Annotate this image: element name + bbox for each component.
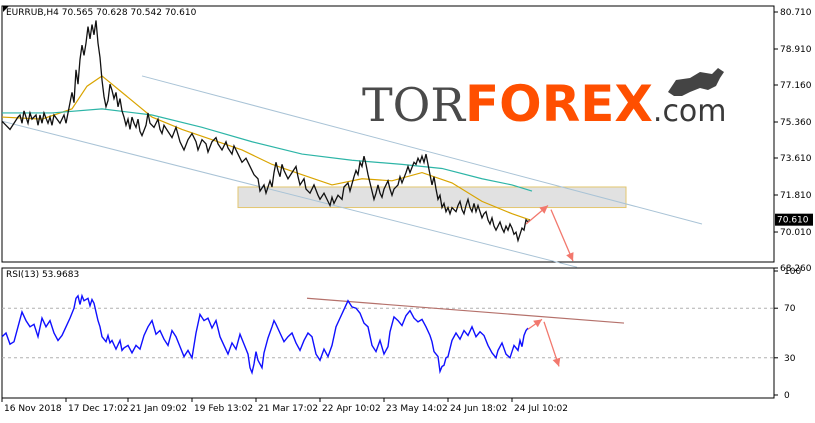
watermark-domain: .com (653, 94, 727, 129)
x-tick-label: 24 Jun 18:02 (450, 404, 507, 414)
bull-icon (668, 68, 724, 96)
x-tick-label: 17 Dec 17:02 (68, 404, 129, 414)
rsi-arrow-head (533, 319, 542, 328)
x-tick-label: 22 Apr 10:02 (322, 404, 381, 414)
watermark-suffix: FOREX (465, 75, 653, 133)
price-arrow-head (566, 252, 574, 262)
x-tick-label: 23 May 14:02 (386, 404, 448, 414)
price-ytick-label: 68.260 (780, 264, 812, 274)
rsi-ytick-label: 70 (784, 304, 796, 314)
x-tick-label: 16 Nov 2018 (4, 404, 62, 414)
rsi-ytick-label: 30 (784, 354, 796, 364)
moving-average-line (2, 108, 533, 192)
rsi-arrow-head (552, 357, 561, 367)
price-arrow (550, 209, 574, 262)
current-price-box (775, 213, 813, 226)
rsi-line (1, 293, 529, 376)
rsi-panel (1, 267, 775, 399)
moving-average-line (1, 75, 531, 221)
price-arrow-head (539, 205, 548, 214)
x-tick-label: 21 Jan 09:02 (130, 404, 187, 414)
price-ytick-label: 71.810 (780, 191, 812, 201)
price-panel (1, 5, 775, 263)
channel-line (141, 75, 703, 225)
rsi-arrow (543, 321, 561, 367)
price-ytick-label: 78.910 (780, 45, 812, 55)
price-ytick-label: 75.360 (780, 118, 812, 128)
x-tick-label: 24 Jul 10:02 (514, 404, 568, 414)
watermark-prefix: TOR (362, 78, 466, 132)
corner-marker (3, 6, 9, 12)
price-ytick-label: 73.610 (780, 154, 812, 164)
rsi-trend-line (306, 297, 625, 324)
x-tick-label: 21 Mar 17:02 (258, 404, 318, 414)
rsi-header: RSI(13) 53.9683 (6, 270, 79, 280)
x-tick-label: 19 Feb 13:02 (194, 404, 253, 414)
channel-line (1, 120, 578, 268)
price-ytick-label: 80.710 (780, 8, 812, 18)
support-zone (237, 186, 627, 209)
price-ytick-label: 70.010 (780, 228, 812, 238)
price-arrow-shaft (550, 209, 574, 262)
price-line (1, 20, 531, 243)
rsi-ytick-label: 0 (784, 391, 790, 401)
current-price-label: 70.610 (777, 216, 809, 226)
rsi-arrow (527, 318, 543, 330)
price-header: EURRUB,H4 70.565 70.628 70.542 70.610 (6, 8, 197, 18)
price-ytick-label: 77.160 (780, 81, 812, 91)
rsi-ytick-label: 100 (784, 267, 801, 277)
watermark-logo: TORFOREX.com (362, 75, 727, 133)
price-arrow (525, 204, 549, 225)
